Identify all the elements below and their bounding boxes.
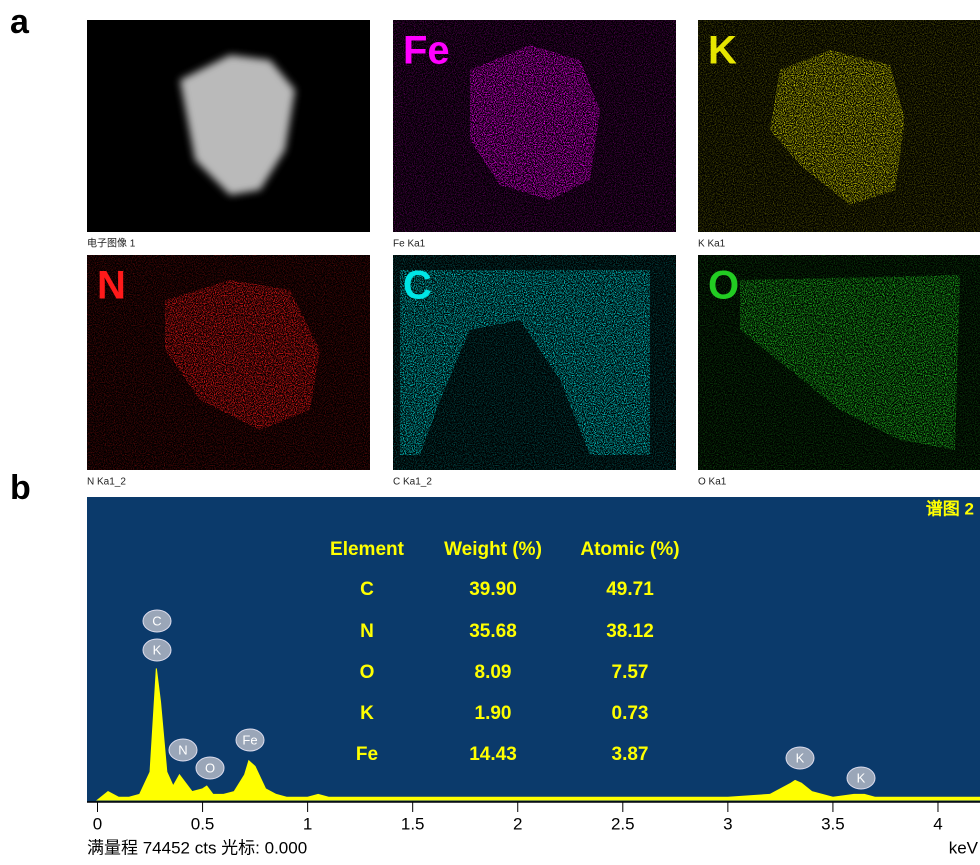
x-tick-label: 0.5	[191, 814, 215, 833]
table-cell: C	[360, 579, 374, 600]
x-tick-label: 0	[93, 814, 102, 833]
table-cell: 39.90	[469, 579, 517, 600]
map-noise	[698, 20, 980, 232]
element-label: N	[97, 264, 126, 308]
table-cell: 38.12	[606, 621, 654, 642]
map-caption: C Ka1_2	[393, 477, 432, 488]
table-cell: 3.87	[612, 744, 649, 765]
element-label: O	[708, 264, 739, 308]
table-cell: K	[360, 703, 374, 724]
table-cell: O	[360, 662, 375, 683]
table-cell: 35.68	[469, 621, 517, 642]
table-cell: 1.90	[475, 703, 512, 724]
x-tick-label: 1	[303, 814, 312, 833]
map-noise	[698, 255, 980, 470]
map-caption: N Ka1_2	[87, 477, 126, 488]
element-label: K	[708, 29, 737, 73]
table-cell: 49.71	[606, 579, 654, 600]
map-caption: K Ka1	[698, 239, 726, 250]
peak-label: C	[152, 613, 161, 628]
figure: a 电子图像 1 Fe Fe Ka1 K K Ka1 N N Ka1_2 C C Ka1_2 O O…	[0, 0, 980, 860]
x-tick-label: 2.5	[611, 814, 635, 833]
maps: 电子图像 1 Fe Fe Ka1 K K Ka1 N N Ka1_2 C C Ka1_2 O O K…	[87, 20, 980, 488]
element-label: C	[403, 264, 432, 308]
peak-label: Fe	[242, 732, 257, 747]
table-cell: N	[360, 621, 374, 642]
element-label: Fe	[403, 29, 450, 73]
table-cell: 0.73	[612, 703, 649, 724]
footer: 满量程 74452 cts 光标: 0.000	[87, 838, 307, 857]
table-cell: 14.43	[469, 744, 517, 765]
peak-label: K	[857, 770, 866, 785]
x-tick-label: 4	[933, 814, 942, 833]
x-tick-label: 3.5	[821, 814, 845, 833]
map-caption: 电子图像 1	[87, 237, 136, 250]
x-unit: keV	[949, 838, 979, 857]
map-noise	[393, 255, 676, 470]
panel-label: a	[10, 3, 30, 41]
table-cell: 8.09	[475, 662, 512, 683]
table-cell: 7.57	[612, 662, 649, 683]
spectrum-title: 谱图 2	[926, 498, 974, 518]
map-noise	[87, 255, 370, 470]
panel-label: b	[10, 469, 31, 507]
table-header: Atomic (%)	[580, 539, 679, 560]
x-tick-label: 1.5	[401, 814, 425, 833]
table-cell: Fe	[356, 744, 378, 765]
table-header: Weight (%)	[444, 539, 542, 560]
table-header: Element	[330, 539, 405, 560]
map-caption: Fe Ka1	[393, 239, 426, 250]
peak-label: K	[796, 750, 805, 765]
map-caption: O Ka1	[698, 477, 727, 488]
peak-label: O	[205, 760, 215, 775]
x-tick-label: 2	[513, 814, 522, 833]
peak-label: K	[153, 642, 162, 657]
peak-label: N	[178, 742, 187, 757]
page: {"panel_a": {"label": "a", "maps": [ {"e…	[0, 0, 980, 860]
x-tick-label: 3	[723, 814, 732, 833]
